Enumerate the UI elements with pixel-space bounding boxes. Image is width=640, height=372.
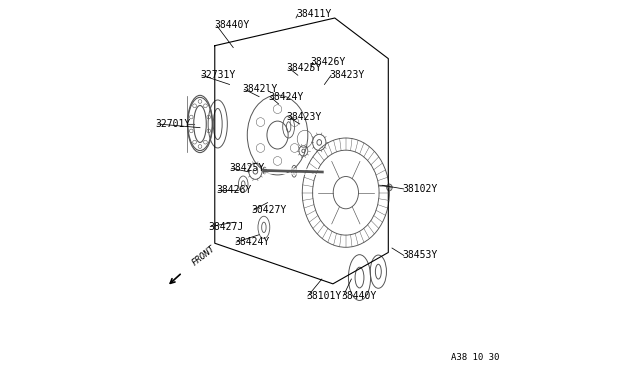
Text: 38424Y: 38424Y	[268, 92, 303, 102]
Text: 32731Y: 32731Y	[200, 70, 236, 80]
Text: 38426Y: 38426Y	[216, 185, 251, 195]
Text: 32701Y: 32701Y	[156, 119, 191, 129]
Text: 38423Y: 38423Y	[329, 70, 365, 80]
Text: FRONT: FRONT	[190, 244, 217, 268]
Text: 38424Y: 38424Y	[234, 237, 269, 247]
Text: 38423Y: 38423Y	[286, 112, 321, 122]
Text: 38427J: 38427J	[209, 222, 244, 232]
Text: 3842lY: 3842lY	[243, 84, 278, 94]
Ellipse shape	[263, 167, 266, 174]
Text: 38425Y: 38425Y	[230, 163, 265, 173]
Text: 38440Y: 38440Y	[215, 20, 250, 31]
Text: 38101Y: 38101Y	[306, 291, 341, 301]
Text: 38425Y: 38425Y	[287, 63, 322, 73]
Text: 38102Y: 38102Y	[402, 184, 437, 194]
Text: A38 10 30: A38 10 30	[451, 353, 499, 362]
Text: 38440Y: 38440Y	[341, 291, 377, 301]
Text: 38453Y: 38453Y	[402, 250, 437, 260]
Ellipse shape	[387, 184, 392, 191]
Text: 38426Y: 38426Y	[311, 57, 346, 67]
Text: 30427Y: 30427Y	[252, 205, 287, 215]
Text: 38411Y: 38411Y	[296, 9, 332, 19]
